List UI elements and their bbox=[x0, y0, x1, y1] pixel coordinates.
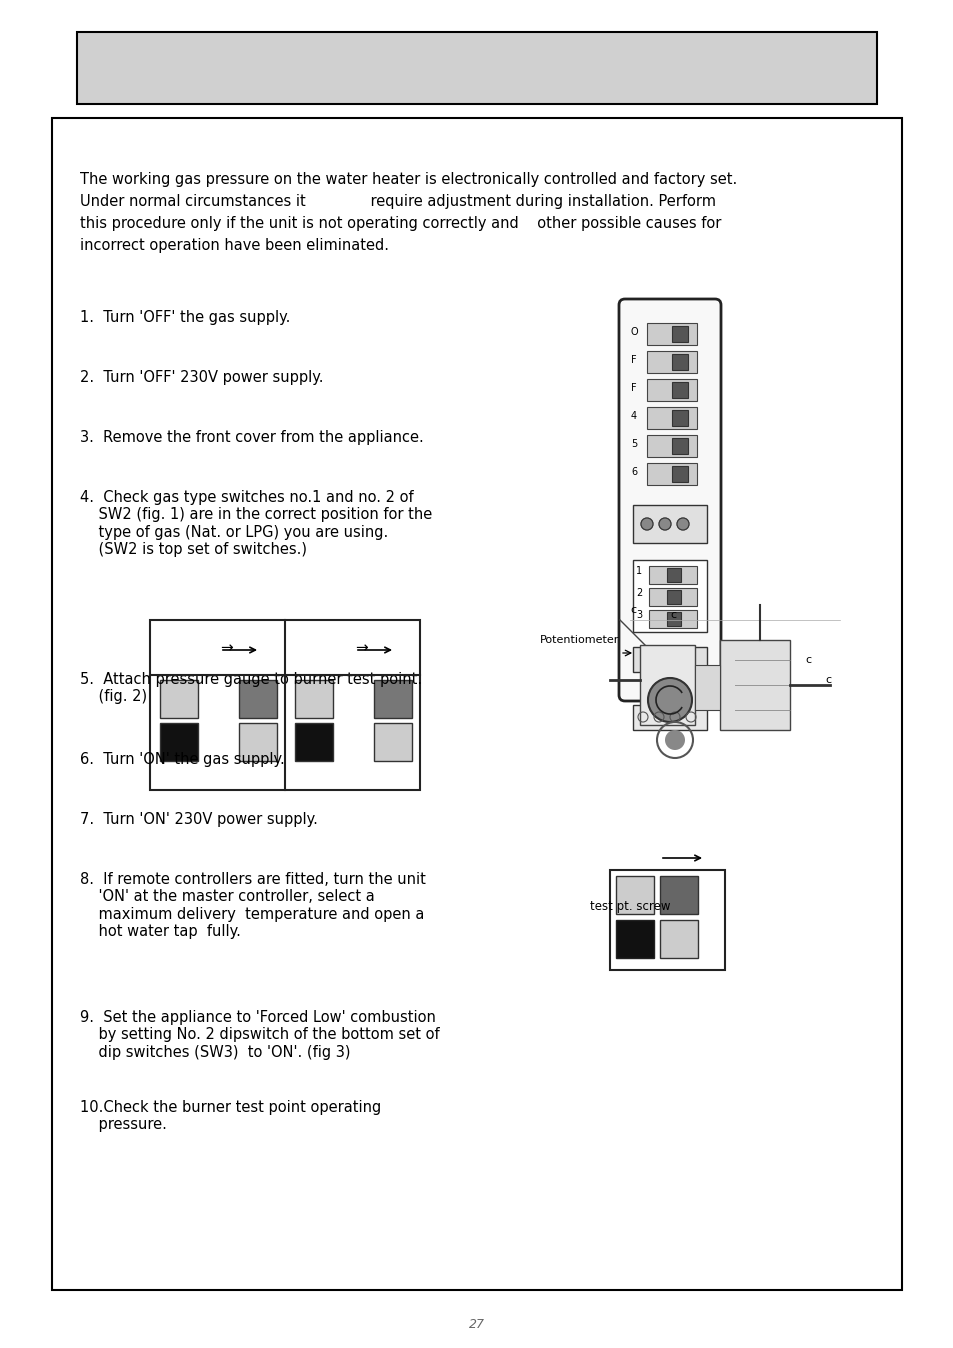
Text: F: F bbox=[630, 355, 636, 365]
Circle shape bbox=[677, 518, 688, 530]
Bar bbox=[666, 568, 680, 582]
Text: →: → bbox=[355, 640, 367, 655]
Text: c: c bbox=[804, 655, 810, 665]
Bar bbox=[160, 679, 198, 718]
Bar bbox=[659, 876, 698, 914]
Text: 3: 3 bbox=[636, 611, 641, 620]
Circle shape bbox=[659, 518, 670, 530]
Bar bbox=[646, 350, 697, 373]
Bar bbox=[671, 410, 687, 426]
Bar bbox=[671, 355, 687, 369]
Bar bbox=[616, 919, 654, 958]
Bar bbox=[648, 588, 697, 607]
Bar bbox=[609, 869, 724, 971]
Bar bbox=[239, 679, 276, 718]
Bar bbox=[659, 919, 698, 958]
Bar bbox=[639, 644, 695, 725]
Text: c: c bbox=[629, 605, 636, 615]
Bar bbox=[374, 679, 412, 718]
Text: c: c bbox=[669, 611, 676, 620]
Text: 4.  Check gas type switches no.1 and no. 2 of
    SW2 (fig. 1) are in the correc: 4. Check gas type switches no.1 and no. … bbox=[80, 491, 432, 557]
Circle shape bbox=[647, 678, 691, 723]
Text: 1.  Turn 'OFF' the gas supply.: 1. Turn 'OFF' the gas supply. bbox=[80, 310, 290, 325]
Text: incorrect operation have been eliminated.: incorrect operation have been eliminated… bbox=[80, 239, 389, 253]
Bar bbox=[294, 723, 333, 762]
Bar bbox=[150, 620, 419, 790]
Text: O: O bbox=[630, 328, 638, 337]
Bar bbox=[294, 679, 333, 718]
Text: Potentiometer: Potentiometer bbox=[539, 635, 618, 644]
Circle shape bbox=[640, 518, 652, 530]
Circle shape bbox=[664, 731, 684, 749]
Text: 3.  Remove the front cover from the appliance.: 3. Remove the front cover from the appli… bbox=[80, 430, 423, 445]
Bar bbox=[666, 612, 680, 625]
Bar bbox=[77, 32, 876, 104]
Bar bbox=[648, 611, 697, 628]
Bar bbox=[52, 119, 901, 1290]
Bar bbox=[646, 324, 697, 345]
Text: 10.Check the burner test point operating
    pressure.: 10.Check the burner test point operating… bbox=[80, 1100, 381, 1132]
Bar bbox=[633, 647, 706, 673]
Text: 4: 4 bbox=[630, 411, 637, 421]
Bar bbox=[666, 590, 680, 604]
Bar bbox=[633, 506, 706, 543]
Text: 9.  Set the appliance to 'Forced Low' combustion
    by setting No. 2 dipswitch : 9. Set the appliance to 'Forced Low' com… bbox=[80, 1010, 439, 1060]
Bar bbox=[646, 435, 697, 457]
Text: 6.  Turn 'ON' the gas supply.: 6. Turn 'ON' the gas supply. bbox=[80, 752, 284, 767]
Bar bbox=[646, 462, 697, 485]
Text: The working gas pressure on the water heater is electronically controlled and fa: The working gas pressure on the water he… bbox=[80, 173, 737, 187]
Bar bbox=[616, 876, 654, 914]
Bar bbox=[160, 723, 198, 762]
Bar bbox=[671, 466, 687, 483]
Text: 8.  If remote controllers are fitted, turn the unit
    'ON' at the master contr: 8. If remote controllers are fitted, tur… bbox=[80, 872, 425, 940]
Bar bbox=[671, 381, 687, 398]
Text: 5: 5 bbox=[630, 439, 637, 449]
Text: 6: 6 bbox=[630, 466, 637, 477]
FancyBboxPatch shape bbox=[618, 299, 720, 701]
Bar bbox=[671, 326, 687, 342]
Text: 2.  Turn 'OFF' 230V power supply.: 2. Turn 'OFF' 230V power supply. bbox=[80, 369, 323, 386]
Bar bbox=[720, 640, 789, 731]
Bar bbox=[633, 559, 706, 632]
Text: F: F bbox=[630, 383, 636, 394]
Bar bbox=[646, 407, 697, 429]
Text: →: → bbox=[220, 640, 233, 655]
Text: 2: 2 bbox=[636, 588, 641, 599]
Bar bbox=[239, 723, 276, 762]
Text: this procedure only if the unit is not operating correctly and    other possible: this procedure only if the unit is not o… bbox=[80, 216, 720, 231]
Text: 27: 27 bbox=[469, 1318, 484, 1330]
Bar bbox=[633, 705, 706, 731]
Bar bbox=[695, 665, 720, 710]
Bar bbox=[671, 438, 687, 454]
Text: c: c bbox=[824, 675, 830, 685]
Text: 1: 1 bbox=[636, 566, 641, 576]
Text: test pt. screw: test pt. screw bbox=[589, 900, 670, 913]
Bar bbox=[646, 379, 697, 400]
Text: 7.  Turn 'ON' 230V power supply.: 7. Turn 'ON' 230V power supply. bbox=[80, 811, 317, 828]
Bar bbox=[648, 566, 697, 584]
Text: Under normal circumstances it              require adjustment during installatio: Under normal circumstances it require ad… bbox=[80, 194, 716, 209]
Bar bbox=[374, 723, 412, 762]
Text: 5.  Attach pressure gauge to burner test point.
    (fig. 2): 5. Attach pressure gauge to burner test … bbox=[80, 673, 421, 705]
